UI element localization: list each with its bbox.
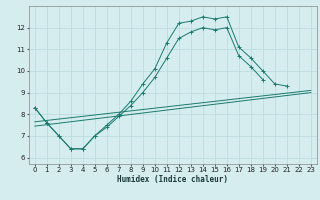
X-axis label: Humidex (Indice chaleur): Humidex (Indice chaleur) [117,175,228,184]
